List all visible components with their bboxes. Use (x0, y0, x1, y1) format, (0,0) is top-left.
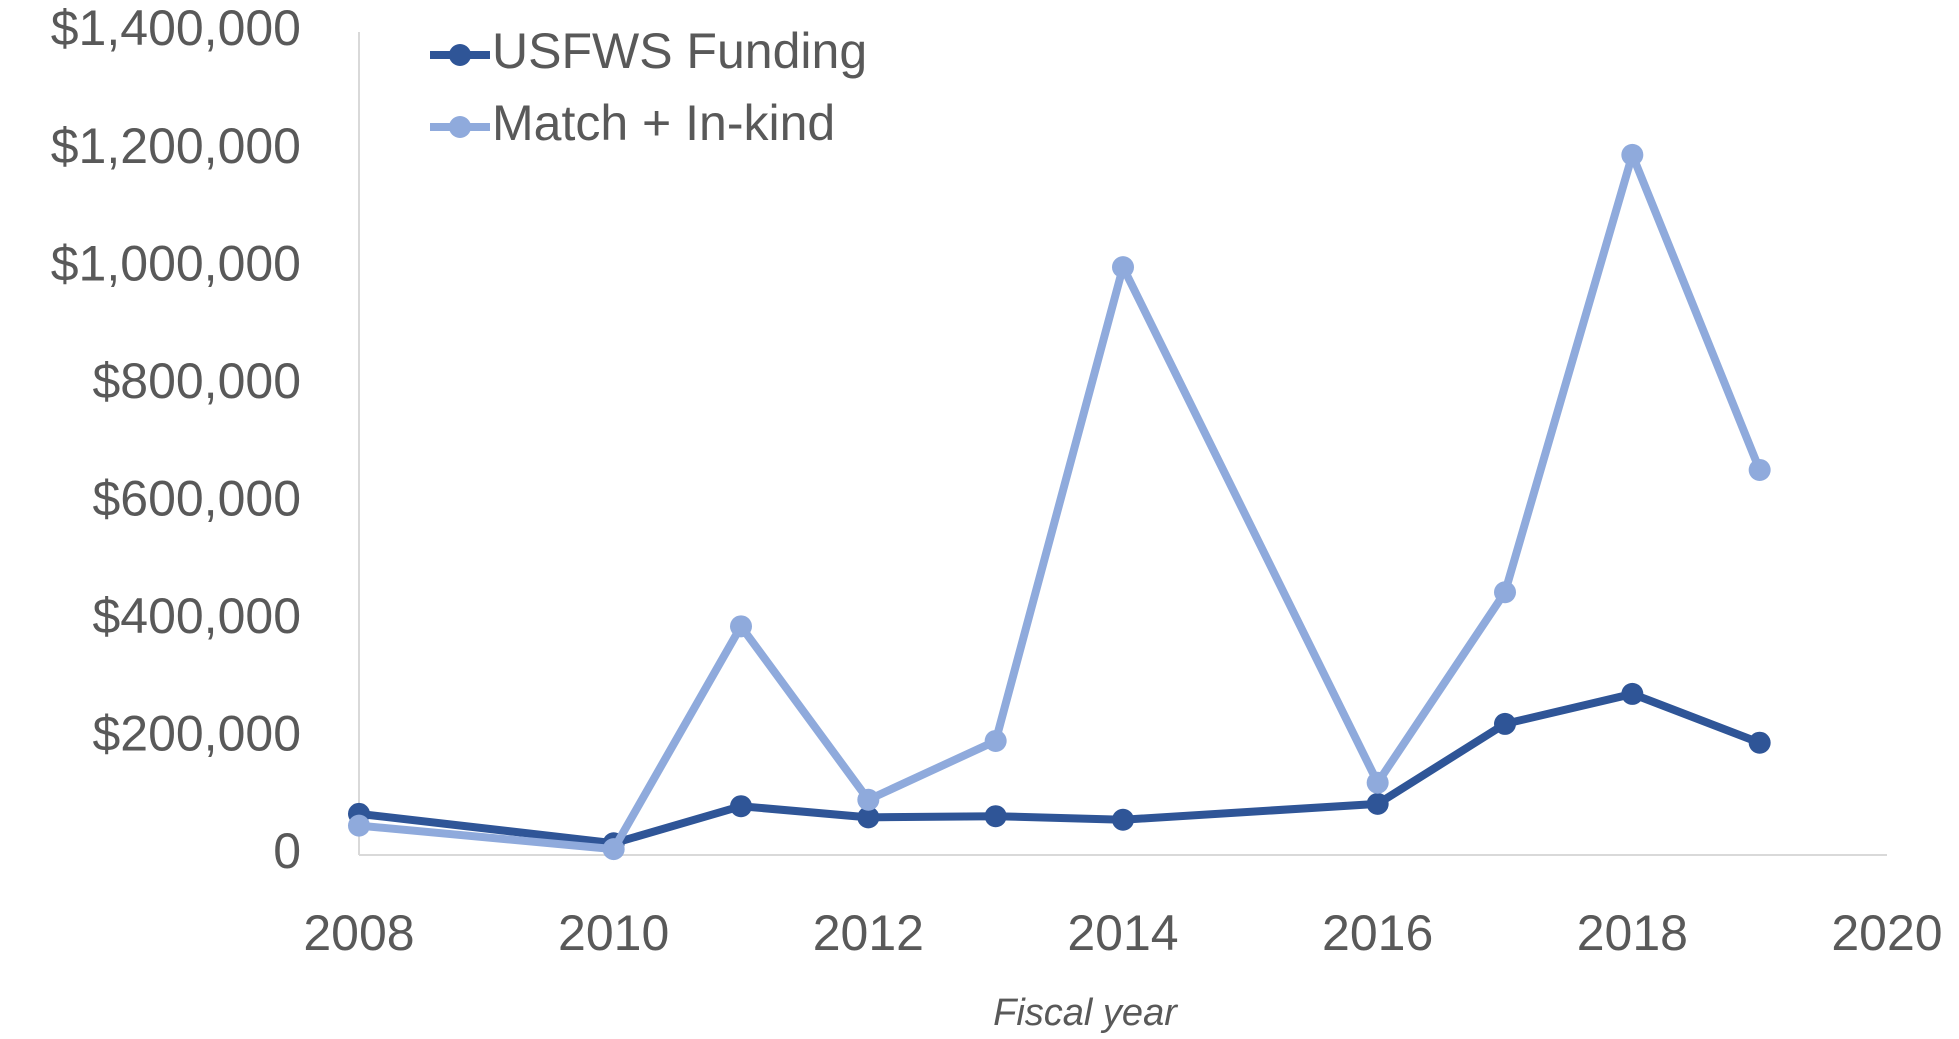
y-tick-label: $1,000,000 (51, 235, 301, 291)
data-point (1112, 256, 1134, 279)
y-tick-label: $800,000 (92, 353, 301, 409)
data-point (730, 795, 752, 818)
data-point (857, 806, 880, 829)
data-point (1494, 712, 1516, 735)
x-tick-label: 2008 (303, 905, 414, 961)
y-tick-label: $200,000 (92, 706, 301, 762)
data-point (602, 838, 625, 861)
data-point (1621, 143, 1644, 166)
data-point (984, 729, 1007, 752)
data-point (1748, 731, 1771, 754)
data-point (1494, 581, 1516, 604)
legend-marker (449, 116, 471, 138)
x-tick-label: 2016 (1322, 905, 1433, 961)
x-tick-label: 2012 (813, 905, 924, 961)
data-point (730, 615, 752, 638)
data-point (1366, 792, 1389, 815)
data-point (984, 805, 1007, 828)
data-point (857, 788, 880, 811)
data-point (1748, 458, 1771, 481)
data-point (348, 814, 370, 837)
y-tick-label: $1,400,000 (51, 0, 301, 56)
y-tick-label: $600,000 (92, 470, 301, 526)
x-axis-label: Fiscal year (993, 992, 1178, 1034)
y-tick-label: 0 (273, 823, 301, 879)
y-tick-label: $400,000 (92, 588, 301, 644)
x-tick-label: 2018 (1577, 905, 1688, 961)
series-line (358, 689, 1762, 848)
series-line (358, 150, 1764, 854)
legend-label: USFWS Funding (492, 23, 867, 79)
data-point (1112, 808, 1134, 831)
legend-label: Match + In-kind (492, 95, 835, 151)
data-point (1366, 771, 1389, 794)
x-tick-label: 2014 (1067, 905, 1178, 961)
y-tick-label: $1,200,000 (51, 118, 301, 174)
data-point (1621, 682, 1644, 705)
x-tick-label: 2010 (558, 905, 669, 961)
legend-marker (449, 44, 471, 66)
x-tick-label: 2020 (1831, 905, 1942, 961)
